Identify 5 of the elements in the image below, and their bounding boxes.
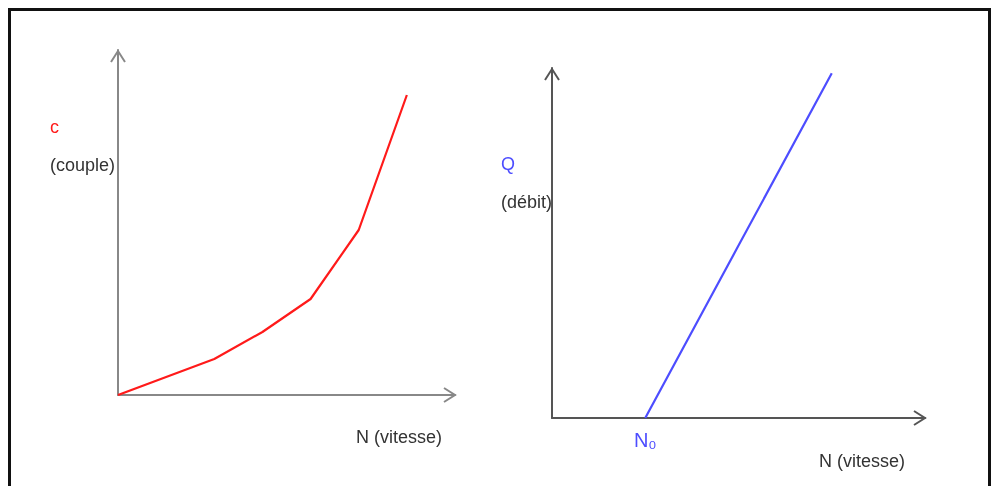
- y-axis-title: Q (débit): [500, 154, 553, 212]
- x-axis-title: N (vitesse): [355, 427, 443, 447]
- text: N₀: [633, 429, 657, 451]
- y-axis-title: c (couple): [49, 117, 115, 175]
- x-axis-title: N (vitesse): [818, 451, 906, 471]
